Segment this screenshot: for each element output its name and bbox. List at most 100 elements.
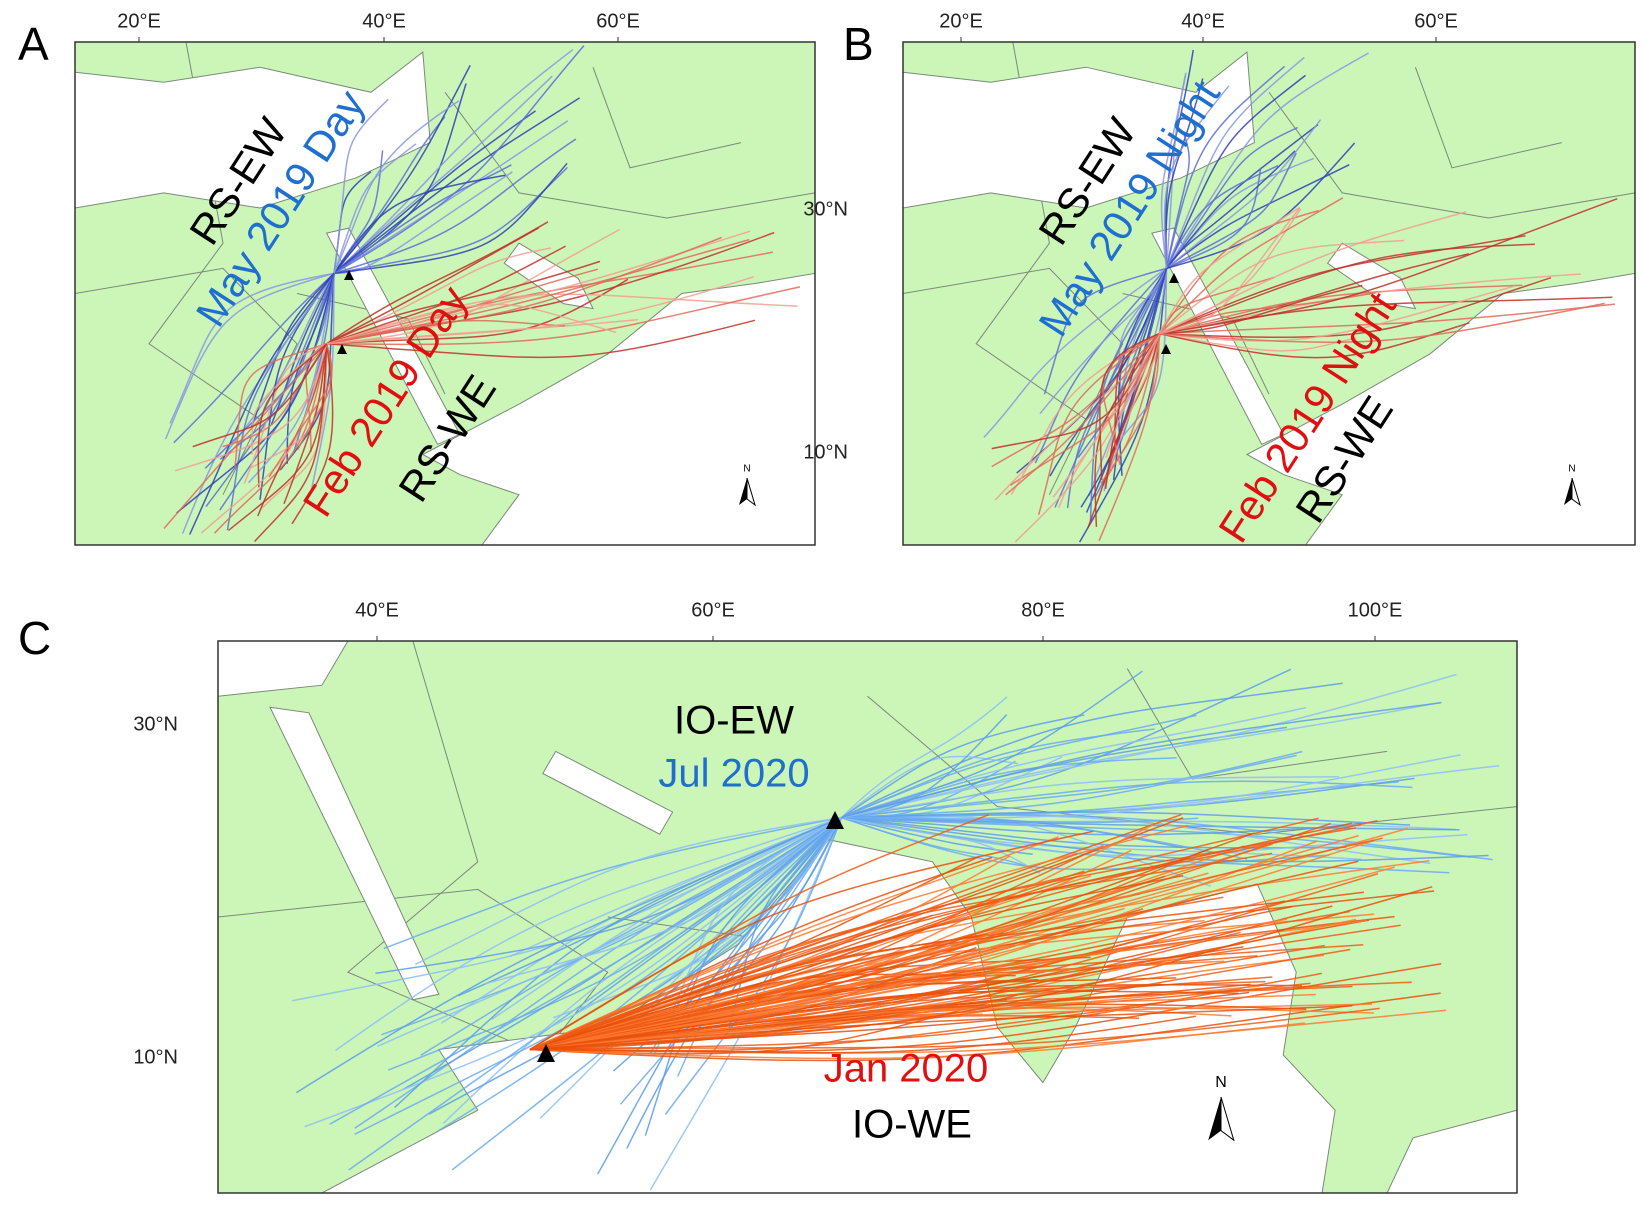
- trajectory: [257, 343, 328, 517]
- trajectory: [1039, 268, 1168, 415]
- trajectory: [983, 267, 1167, 438]
- trajectory: [251, 343, 328, 455]
- trajectory: [1159, 207, 1301, 335]
- trajectory: [333, 100, 460, 274]
- trajectory: [529, 1009, 1446, 1054]
- trajectory: [1158, 197, 1344, 335]
- trajectory: [200, 343, 328, 534]
- lon-label: 20°E: [939, 10, 983, 32]
- trajectory: [335, 816, 842, 1052]
- lat-label: 30°N: [133, 713, 178, 735]
- trajectory: [420, 816, 842, 1056]
- map-frame: [217, 640, 1518, 1194]
- trajectory: [333, 49, 574, 274]
- trajectory: [529, 1004, 1353, 1051]
- lat-label: 10°N: [803, 441, 848, 463]
- country-border: [346, 641, 543, 1056]
- trajectory: [841, 816, 1199, 824]
- trajectory: [539, 817, 842, 1119]
- trajectory: [326, 278, 629, 345]
- panel-label: C: [18, 612, 51, 664]
- trajectory: [1166, 119, 1322, 269]
- lon-label: 20°E: [117, 10, 161, 32]
- trajectory: [1165, 150, 1296, 269]
- trajectory: [250, 272, 335, 428]
- trajectory: [1165, 56, 1305, 269]
- trajectory: [326, 276, 754, 345]
- trajectory: [991, 333, 1160, 468]
- north-arrow: [1208, 1097, 1221, 1141]
- trajectory: [1163, 85, 1230, 269]
- trajectory: [529, 944, 1325, 1051]
- trajectory: [261, 343, 328, 509]
- trajectory: [1158, 207, 1300, 335]
- sea: [903, 51, 1255, 209]
- map-panel: [903, 42, 1635, 545]
- country-border: [1268, 92, 1635, 219]
- trajectory: [326, 236, 722, 345]
- trajectory: [529, 1015, 1197, 1054]
- trajectory: [529, 910, 1351, 1051]
- trajectory: [529, 855, 1011, 1051]
- trajectory: [326, 319, 566, 345]
- trajectory: [1158, 292, 1376, 335]
- trajectory: [841, 682, 1343, 819]
- north-label: N: [1568, 464, 1575, 475]
- trajectory: [333, 162, 568, 275]
- panel-label: B: [843, 18, 874, 70]
- trajectory: [1158, 211, 1467, 335]
- trajectory: [1165, 52, 1369, 269]
- trajectory: [644, 817, 842, 1136]
- trajectory: [333, 45, 585, 275]
- trajectory: [529, 870, 1085, 1051]
- trajectory: [333, 110, 536, 274]
- lon-label: 100°E: [1348, 599, 1403, 621]
- lon-label: 60°E: [691, 599, 735, 621]
- annotation: IO-EW: [674, 699, 794, 743]
- trajectory: [841, 765, 1500, 820]
- trajectory: [529, 985, 1261, 1051]
- trajectory: [333, 143, 417, 274]
- source-site: [1169, 273, 1179, 283]
- sea: [421, 272, 815, 545]
- trajectory: [326, 227, 540, 345]
- trajectory: [841, 811, 1411, 826]
- trajectory: [1034, 267, 1168, 464]
- trajectory: [841, 775, 1339, 819]
- trajectory: [1159, 285, 1516, 342]
- lon-label: 40°E: [1181, 10, 1225, 32]
- trajectory: [1166, 142, 1356, 270]
- trajectory: [529, 1007, 1232, 1051]
- trajectory: [485, 817, 842, 985]
- trajectory: [1158, 209, 1319, 335]
- country-border: [1414, 67, 1562, 169]
- trajectory: [204, 273, 335, 469]
- lon-label: 80°E: [1021, 599, 1065, 621]
- trajectory: [841, 668, 1292, 819]
- trajectory: [529, 840, 1318, 1051]
- trajectory: [529, 874, 1184, 1051]
- trajectory: [1159, 276, 1552, 339]
- sea: [269, 706, 440, 1001]
- trajectory: [529, 824, 1188, 1051]
- trajectory: [333, 97, 581, 274]
- trajectory: [181, 272, 335, 534]
- trajectory: [333, 164, 512, 275]
- source-site: [337, 344, 347, 354]
- trajectory: [529, 872, 1209, 1051]
- lat-label: 10°N: [133, 1046, 178, 1068]
- trajectory: [268, 343, 333, 478]
- sea: [1386, 1109, 1517, 1193]
- trajectory: [1105, 333, 1160, 458]
- trajectory: [192, 343, 328, 448]
- trajectory: [1043, 267, 1167, 395]
- trajectory: [1159, 296, 1613, 335]
- trajectory: [1099, 333, 1160, 480]
- trajectory: [529, 852, 1078, 1051]
- trajectory: [1165, 134, 1190, 269]
- trajectory: [333, 174, 506, 274]
- trajectory: [509, 816, 842, 958]
- north-arrow: [746, 477, 756, 507]
